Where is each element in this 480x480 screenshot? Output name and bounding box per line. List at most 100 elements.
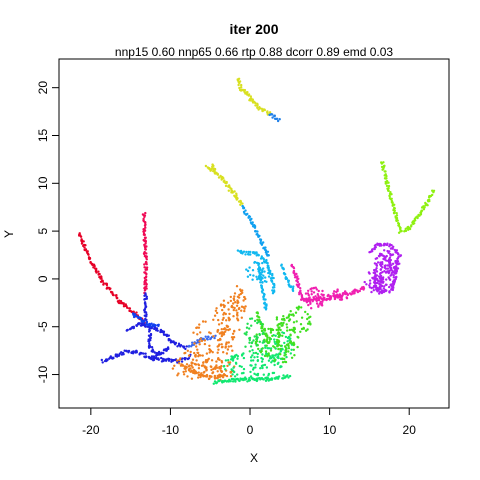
data-point <box>381 271 384 274</box>
data-point <box>273 114 276 118</box>
data-point <box>145 268 148 271</box>
data-point <box>126 328 129 332</box>
data-point <box>310 307 313 310</box>
data-point <box>243 309 246 313</box>
data-point <box>269 331 273 334</box>
data-point <box>276 324 279 327</box>
data-point <box>143 233 146 237</box>
data-point <box>232 366 235 369</box>
data-point <box>271 371 274 375</box>
data-point <box>78 234 81 237</box>
data-point <box>244 305 247 308</box>
data-point <box>114 294 118 297</box>
data-point <box>220 346 224 349</box>
data-point <box>80 242 84 245</box>
data-point <box>315 296 318 300</box>
data-point <box>86 252 90 256</box>
data-point <box>251 278 254 281</box>
data-point <box>263 363 267 367</box>
x-tick-label: -10 <box>162 423 180 437</box>
data-point <box>428 199 431 203</box>
data-point <box>382 276 385 279</box>
data-point <box>290 348 293 351</box>
data-point <box>144 293 147 297</box>
data-point <box>383 255 386 259</box>
data-point <box>229 375 233 378</box>
data-point <box>292 285 295 288</box>
data-point <box>257 347 260 351</box>
data-point <box>287 279 290 282</box>
data-point <box>145 355 148 359</box>
data-point <box>256 321 259 325</box>
data-point <box>275 316 279 319</box>
data-point <box>216 330 219 333</box>
data-point <box>288 318 292 321</box>
data-point <box>184 370 187 373</box>
data-point <box>270 361 273 364</box>
data-point <box>242 356 246 360</box>
data-point <box>222 299 226 302</box>
data-point <box>202 371 205 374</box>
data-point <box>207 357 210 360</box>
data-point <box>189 350 192 354</box>
data-point <box>197 376 200 379</box>
data-point <box>289 340 293 343</box>
data-point <box>149 325 152 328</box>
data-point <box>384 283 388 286</box>
data-point <box>157 323 160 326</box>
data-point <box>231 373 234 376</box>
data-point <box>289 352 292 355</box>
data-point <box>200 372 203 375</box>
data-point <box>249 95 252 98</box>
data-point <box>253 335 256 338</box>
data-point <box>144 242 147 245</box>
data-point <box>397 224 400 227</box>
data-point <box>253 356 256 359</box>
data-point <box>145 314 148 318</box>
data-point <box>386 270 389 273</box>
data-point <box>251 349 254 352</box>
data-point <box>244 209 247 212</box>
data-point <box>234 361 238 364</box>
data-point <box>227 185 230 188</box>
data-point <box>388 245 391 248</box>
data-point <box>254 101 257 105</box>
data-point <box>227 359 230 362</box>
data-point <box>78 232 81 235</box>
data-point <box>422 206 425 209</box>
data-point <box>314 286 317 289</box>
data-point <box>258 340 261 343</box>
data-point <box>174 341 178 345</box>
data-point <box>244 253 247 256</box>
data-point <box>336 289 339 293</box>
data-point <box>232 302 235 305</box>
data-point <box>257 253 260 257</box>
data-point <box>191 341 194 344</box>
data-point <box>128 307 132 310</box>
data-point <box>262 295 265 298</box>
data-point <box>132 350 135 353</box>
data-point <box>283 341 286 345</box>
data-point <box>217 318 220 322</box>
data-point <box>281 377 285 380</box>
data-point <box>228 363 231 366</box>
data-point <box>289 337 292 340</box>
data-point <box>233 190 236 193</box>
data-point <box>274 334 277 337</box>
data-point <box>260 255 263 258</box>
data-point <box>176 345 179 348</box>
data-point <box>260 364 264 368</box>
data-point <box>144 248 147 251</box>
data-point <box>145 321 148 325</box>
data-point <box>312 296 315 299</box>
data-point <box>239 288 242 291</box>
data-point <box>396 259 399 263</box>
data-point <box>276 345 279 348</box>
data-point <box>379 283 382 286</box>
data-point <box>250 359 253 362</box>
data-point <box>322 293 325 297</box>
data-point <box>286 340 289 343</box>
data-point <box>306 322 310 325</box>
data-point <box>233 292 237 295</box>
data-point <box>220 334 223 338</box>
